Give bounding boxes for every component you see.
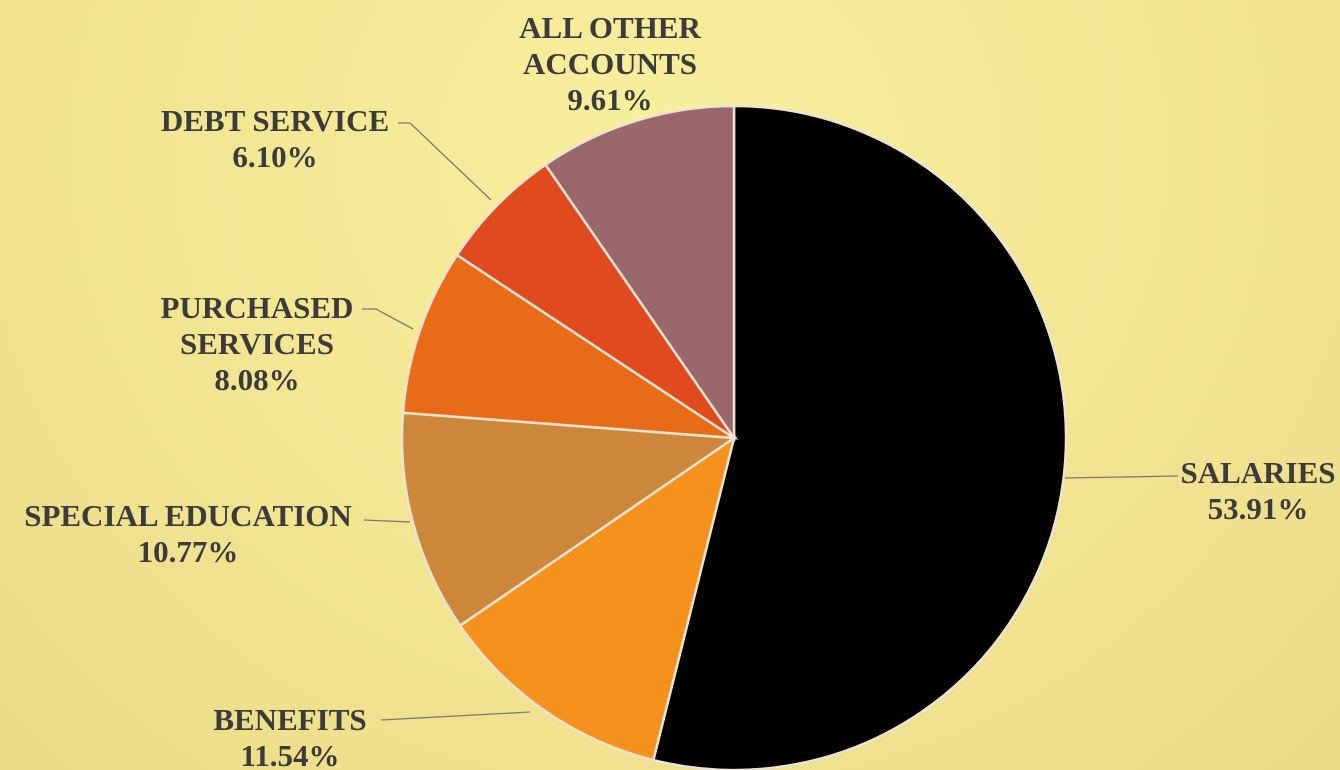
leader-line-purchased-services	[362, 308, 414, 330]
leader-line-salaries	[1064, 475, 1179, 479]
pie-slice-special-education	[400, 411, 738, 628]
category-label-purchased-services: PURCHASED	[161, 290, 354, 325]
leader-line-debt-service	[398, 122, 492, 201]
leader-line-benefits	[380, 711, 531, 721]
pct-label-benefits: 11.54%	[240, 738, 339, 770]
pie-slices	[400, 104, 1068, 770]
pct-label-salaries: 53.91%	[1208, 491, 1309, 526]
category-label-all-other-accounts: ALL OTHER	[519, 10, 701, 45]
pct-label-special-education: 10.77%	[138, 534, 239, 569]
pct-label-debt-service: 6.10%	[232, 139, 317, 174]
pie-slice-debt-service	[455, 162, 736, 440]
category-label-debt-service: DEBT SERVICE	[161, 103, 389, 138]
pct-label-all-other-accounts: 9.61%	[567, 82, 652, 117]
category-label-special-education: SPECIAL EDUCATION	[24, 498, 352, 533]
category-label-all-other-accounts: ACCOUNTS	[523, 46, 697, 81]
pie-slice-salaries	[651, 104, 1068, 770]
pct-label-purchased-services: 8.08%	[214, 362, 299, 397]
pie-slice-benefits	[458, 435, 737, 762]
leader-line-special-education	[363, 519, 411, 523]
pie-slice-purchased-services	[401, 253, 739, 440]
category-label-purchased-services: SERVICES	[180, 326, 334, 361]
category-label-salaries: SALARIES	[1180, 455, 1335, 490]
pie-slice-all-other-accounts	[543, 104, 736, 443]
category-label-benefits: BENEFITS	[213, 702, 366, 737]
leader-lines	[362, 122, 1179, 721]
